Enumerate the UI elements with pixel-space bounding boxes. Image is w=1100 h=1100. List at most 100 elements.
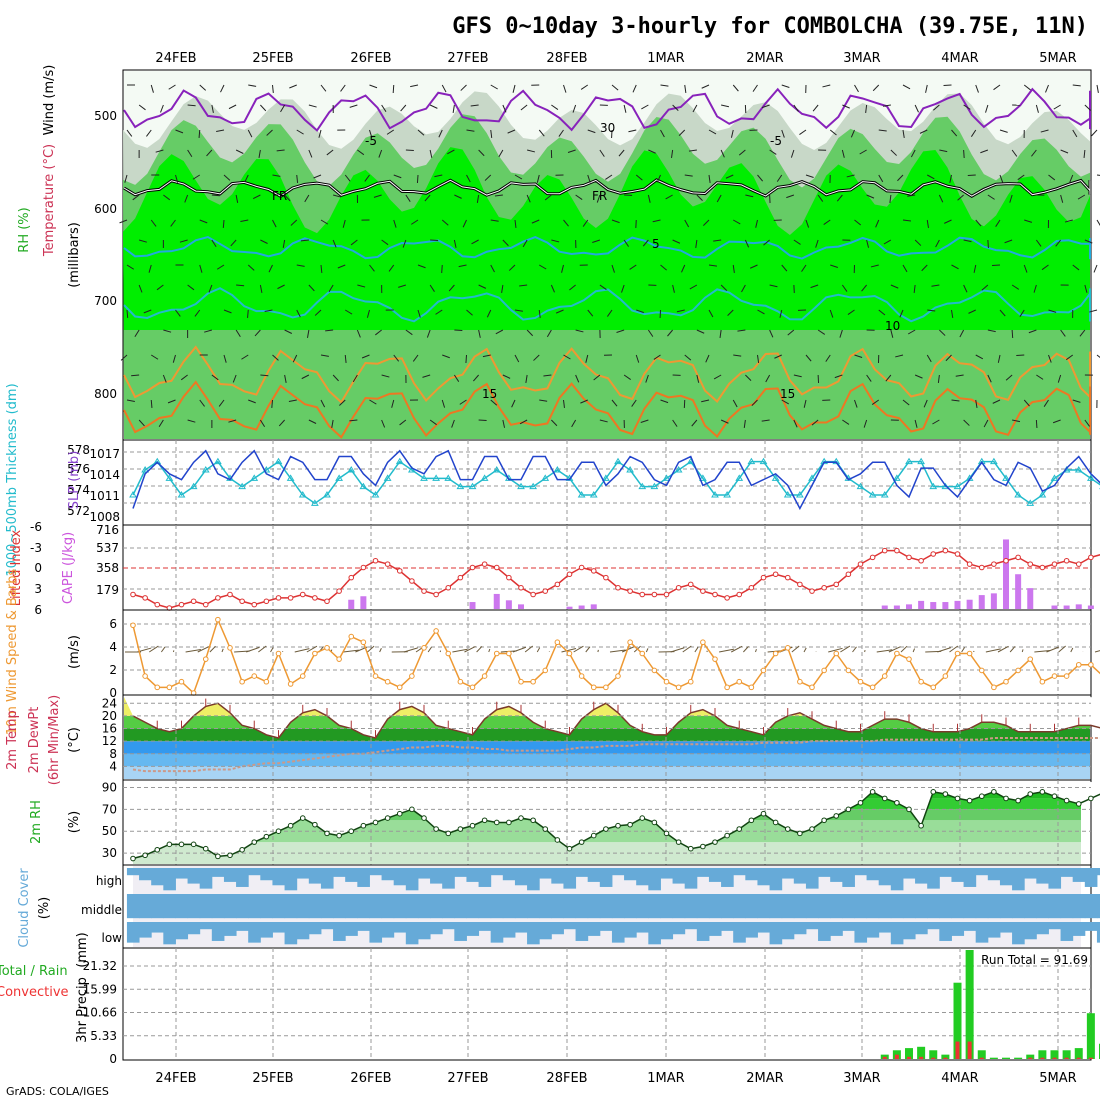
wind-barb — [209, 645, 216, 653]
precip-total-bar — [965, 950, 974, 1059]
upper-wind-barb — [308, 419, 317, 424]
upper-wind-barb — [168, 84, 176, 90]
cloud-bar — [539, 894, 552, 919]
rh-point — [433, 826, 439, 832]
upper-wind-barb — [538, 309, 541, 319]
lifted-index-point — [251, 601, 258, 608]
lifted-index-point — [1003, 557, 1009, 564]
precip-total-bar — [1014, 1057, 1023, 1059]
upper-wind-barb — [836, 194, 843, 202]
upper-wind-barb — [815, 239, 819, 248]
upper-wind-barb — [599, 284, 607, 290]
upper-wind-barb — [708, 264, 717, 267]
cloud-bar — [442, 894, 455, 919]
cape-tick: 537 — [96, 541, 119, 555]
upper-wind-barb — [550, 284, 555, 293]
date-label-top: 27FEB — [447, 51, 488, 66]
upper-wind-barb — [761, 104, 770, 109]
thickness-point — [189, 482, 198, 490]
upper-wind-barb — [781, 84, 790, 88]
upper-wind-barb — [163, 194, 171, 201]
lifted-index-point — [712, 591, 718, 598]
upper-wind-barb — [138, 239, 147, 243]
upper-wind-barb — [822, 84, 831, 88]
wind-barb — [1070, 647, 1074, 653]
cape-bar — [1003, 539, 1009, 609]
upper-wind-barb — [944, 219, 952, 224]
upper-wind-barb — [228, 419, 237, 423]
upper-wind-barb — [172, 354, 176, 363]
upper-wind-barb — [402, 239, 407, 248]
upper-wind-barb — [781, 129, 785, 138]
rh-point — [287, 822, 294, 829]
upper-wind-barb — [502, 419, 506, 428]
cloud-bar — [733, 868, 746, 876]
wind-barb — [997, 645, 1009, 653]
upper-wind-barb — [667, 329, 674, 337]
upper-wind-barb — [727, 309, 734, 317]
lifted-index-point — [675, 584, 682, 591]
upper-wind-barb — [875, 219, 880, 228]
contour-label: FR — [272, 189, 287, 203]
ylabel-rh-2m: 2m RH — [29, 800, 44, 844]
wind-speed-point — [299, 673, 306, 679]
lifted-index-point — [299, 591, 306, 598]
rh-point — [178, 841, 185, 848]
upper-wind-barb — [805, 219, 810, 228]
upper-wind-barb — [507, 129, 516, 134]
upper-wind-barb — [301, 374, 310, 380]
upper-wind-barb — [914, 239, 922, 246]
ylabel-slp: SLP (mb) — [67, 451, 82, 510]
thickness-point — [335, 474, 344, 481]
cape-bar — [566, 606, 573, 609]
upper-wind-barb — [925, 84, 928, 93]
upper-wind-barb — [656, 174, 661, 183]
upper-wind-barb — [787, 329, 795, 336]
upper-wind-barb — [765, 374, 771, 383]
upper-wind-barb — [1091, 129, 1098, 137]
upper-wind-barb — [721, 104, 730, 108]
upper-wind-barb — [126, 399, 135, 403]
upper-wind-barb — [146, 129, 152, 137]
rh-tick: 90 — [102, 780, 117, 794]
date-label-top: 28FEB — [546, 51, 587, 66]
upper-wind-barb — [949, 174, 952, 183]
cape-bar — [518, 604, 524, 609]
cloud-bar — [866, 868, 880, 881]
upper-wind-barb — [417, 129, 425, 136]
upper-wind-barb — [478, 419, 487, 422]
thickness-point — [917, 457, 926, 465]
wind-speed-point — [336, 656, 342, 662]
wind-barb — [876, 649, 893, 653]
cloud-bar — [975, 894, 989, 919]
cloud-bar — [805, 868, 819, 889]
wind-barb — [379, 648, 382, 653]
thickness-point — [1050, 474, 1059, 481]
wind-speed-point — [760, 667, 767, 674]
upper-wind-barb — [369, 264, 375, 272]
upper-ytick: 800 — [94, 387, 117, 401]
upper-wind-barb — [1036, 374, 1044, 380]
date-label-bottom: 5MAR — [1039, 1071, 1076, 1086]
rh-point — [384, 815, 391, 821]
upper-wind-barb — [647, 194, 651, 203]
upper-wind-barb — [1045, 84, 1049, 93]
precip-total-bar — [953, 982, 962, 1059]
rh-point — [675, 839, 682, 845]
upper-wind-barb — [369, 399, 377, 405]
upper-wind-barb — [563, 354, 571, 360]
upper-wind-barb — [527, 149, 536, 153]
cloud-bar — [139, 868, 152, 881]
upper-wind-barb — [417, 309, 421, 318]
cloud-bar — [381, 894, 395, 919]
upper-wind-barb — [391, 399, 395, 408]
cloud-bar — [999, 922, 1013, 933]
lifted-index-point — [1051, 561, 1058, 567]
upper-wind-barb — [999, 309, 1006, 317]
upper-wind-barb — [289, 84, 297, 89]
upper-wind-barb — [342, 219, 346, 228]
upper-wind-barb — [519, 284, 528, 287]
upper-wind-barb — [647, 329, 654, 337]
wind-speed-point — [1063, 673, 1070, 679]
wind-speed-point — [445, 650, 452, 657]
